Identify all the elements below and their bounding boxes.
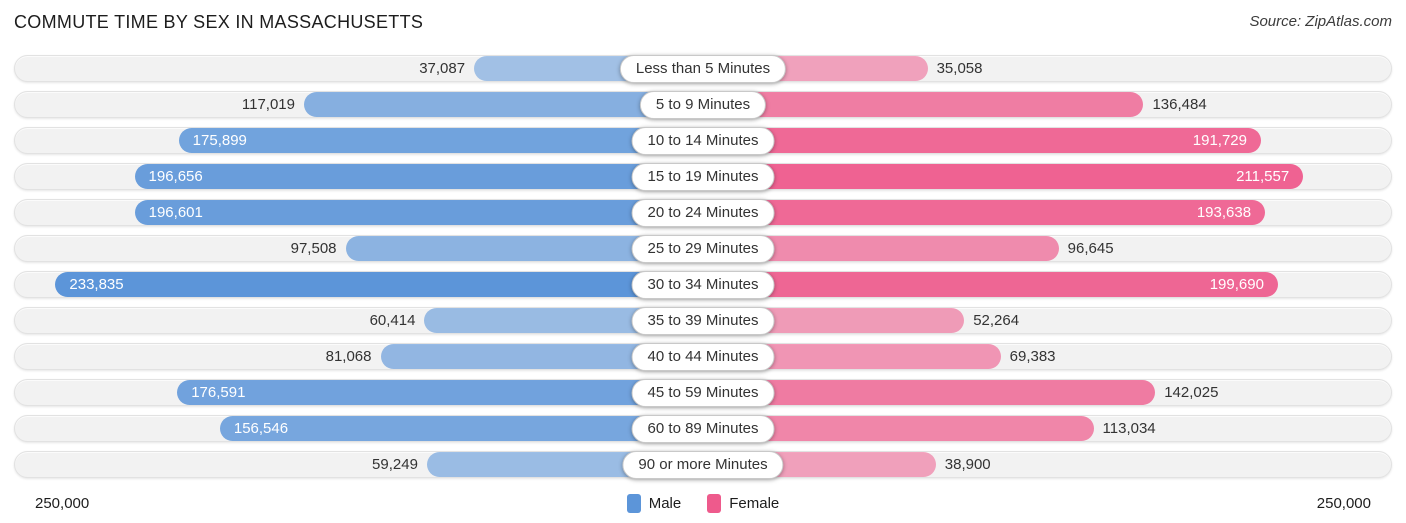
category-label: 30 to 34 Minutes (647, 276, 759, 293)
female-swatch-icon (707, 494, 722, 513)
female-bar (703, 92, 1144, 117)
female-value-label: 211,557 (1236, 168, 1290, 185)
male-value-label: 175,899 (192, 132, 247, 149)
chart-row: 97,508 96,645 25 to 29 Minutes (14, 234, 1392, 263)
category-pill: Less than 5 Minutes (619, 54, 787, 83)
chart-header: COMMUTE TIME BY SEX IN MASSACHUSETTS Sou… (0, 0, 1406, 55)
category-pill: 90 or more Minutes (622, 450, 784, 479)
female-value-label: 38,900 (944, 456, 991, 473)
chart-footer: 250,000 Male Female 250,000 (0, 487, 1406, 513)
female-bar (703, 164, 1304, 189)
chart-row: 175,899 191,729 10 to 14 Minutes (14, 126, 1392, 155)
legend: Male Female (626, 494, 779, 513)
chart-row: 37,087 35,058 Less than 5 Minutes (14, 54, 1392, 83)
female-bar (703, 128, 1261, 153)
source-attribution: Source: ZipAtlas.com (1249, 13, 1392, 30)
male-bar (55, 272, 703, 297)
chart-row: 196,656 211,557 15 to 19 Minutes (14, 162, 1392, 191)
chart-row: 156,546 113,034 60 to 89 Minutes (14, 414, 1392, 443)
male-value-label: 97,508 (290, 240, 337, 257)
axis-right-max-label: 250,000 (1316, 495, 1371, 512)
category-pill: 30 to 34 Minutes (631, 270, 775, 299)
category-pill: 10 to 14 Minutes (631, 126, 775, 155)
female-value-label: 113,034 (1102, 420, 1156, 437)
category-pill: 5 to 9 Minutes (639, 90, 767, 119)
female-bar (703, 272, 1278, 297)
category-label: 25 to 29 Minutes (647, 240, 759, 257)
male-value-label: 60,414 (369, 312, 416, 329)
legend-item-male: Male (626, 494, 682, 513)
male-swatch-icon (626, 494, 641, 513)
male-bar (134, 200, 703, 225)
female-value-label: 52,264 (973, 312, 1020, 329)
chart-row: 59,249 38,900 90 or more Minutes (14, 450, 1392, 479)
axis-left-max-label: 250,000 (35, 495, 90, 512)
category-pill: 40 to 44 Minutes (631, 342, 775, 371)
male-value-label: 176,591 (191, 384, 246, 401)
chart-area: 37,087 35,058 Less than 5 Minutes 117,01… (0, 54, 1406, 479)
male-value-label: 59,249 (372, 456, 418, 473)
chart-row: 117,019 136,484 5 to 9 Minutes (14, 90, 1392, 119)
female-value-label: 191,729 (1192, 132, 1247, 149)
category-pill: 35 to 39 Minutes (631, 306, 775, 335)
female-legend-label: Female (729, 495, 780, 512)
legend-item-female: Female (707, 494, 779, 513)
category-pill: 45 to 59 Minutes (631, 378, 775, 407)
category-label: 40 to 44 Minutes (647, 348, 759, 365)
category-label: 90 or more Minutes (638, 456, 768, 473)
chart-row: 81,068 69,383 40 to 44 Minutes (14, 342, 1392, 371)
category-label: 5 to 9 Minutes (655, 96, 751, 113)
category-label: Less than 5 Minutes (635, 60, 771, 77)
category-pill: 20 to 24 Minutes (631, 198, 775, 227)
category-label: 45 to 59 Minutes (647, 384, 759, 401)
category-pill: 60 to 89 Minutes (631, 414, 775, 443)
male-value-label: 233,835 (69, 276, 124, 293)
male-bar (177, 380, 703, 405)
female-value-label: 142,025 (1164, 384, 1219, 401)
category-label: 35 to 39 Minutes (647, 312, 759, 329)
chart-row: 176,591 142,025 45 to 59 Minutes (14, 378, 1392, 407)
category-pill: 15 to 19 Minutes (631, 162, 775, 191)
female-bar (703, 380, 1156, 405)
female-value-label: 136,484 (1152, 96, 1207, 113)
category-label: 20 to 24 Minutes (647, 204, 759, 221)
male-bar (219, 416, 703, 441)
female-value-label: 199,690 (1209, 276, 1264, 293)
male-bar (134, 164, 703, 189)
female-value-label: 96,645 (1067, 240, 1114, 257)
chart-row: 196,601 193,638 20 to 24 Minutes (14, 198, 1392, 227)
male-value-label: 117,019 (241, 96, 295, 113)
chart-row: 60,414 52,264 35 to 39 Minutes (14, 306, 1392, 335)
category-label: 15 to 19 Minutes (647, 168, 759, 185)
category-pill: 25 to 29 Minutes (631, 234, 775, 263)
female-value-label: 69,383 (1009, 348, 1056, 365)
male-value-label: 81,068 (325, 348, 372, 365)
male-value-label: 37,087 (419, 60, 466, 77)
male-value-label: 196,656 (148, 168, 203, 185)
male-value-label: 156,546 (233, 420, 289, 437)
male-value-label: 196,601 (148, 204, 203, 221)
male-legend-label: Male (648, 495, 682, 512)
chart-row: 233,835 199,690 30 to 34 Minutes (14, 270, 1392, 299)
category-label: 10 to 14 Minutes (647, 132, 759, 149)
female-value-label: 35,058 (936, 60, 983, 77)
category-label: 60 to 89 Minutes (647, 420, 759, 437)
male-bar (303, 92, 703, 117)
female-value-label: 193,638 (1196, 204, 1252, 221)
male-bar (178, 128, 703, 153)
female-bar (703, 200, 1266, 225)
page-title: COMMUTE TIME BY SEX IN MASSACHUSETTS (14, 12, 424, 32)
